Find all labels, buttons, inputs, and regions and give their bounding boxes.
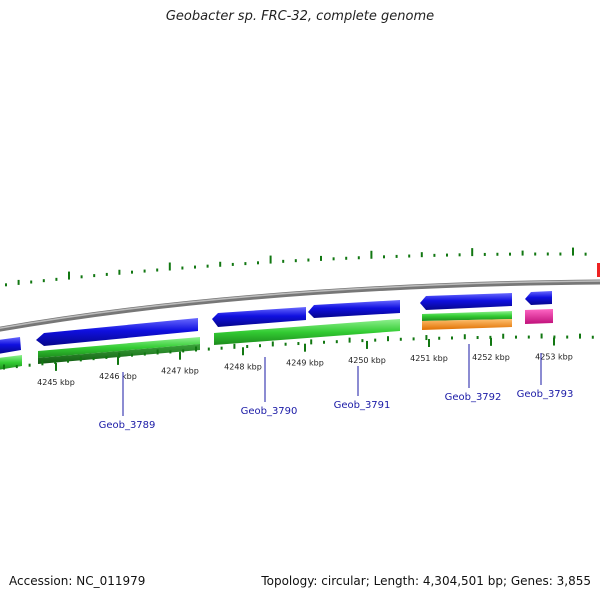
category-track — [0, 309, 553, 370]
genes-value: 3,855 — [556, 574, 591, 588]
gc-inner-track — [3, 333, 594, 370]
feature-marker-red — [597, 263, 600, 277]
category-block-pink — [525, 309, 553, 324]
gene-label[interactable]: Geob_3793 — [517, 389, 574, 400]
scale-tick-label: 4250 kbp — [348, 356, 386, 365]
length-label: Length: — [373, 574, 420, 588]
cds-arrow — [308, 300, 400, 318]
gene-label-track: Geob_3789 Geob_3790 Geob_3791 Geob_3792 Geob… — [99, 344, 574, 431]
length-value: 4,304,501 bp — [422, 574, 503, 588]
gene-label[interactable]: Geob_3792 — [445, 392, 502, 403]
cds-arrow — [212, 307, 306, 327]
gene-label[interactable]: Geob_3789 — [99, 420, 156, 431]
scale-tick-label: 4249 kbp — [286, 359, 324, 368]
accession-text: Accession: NC_011979 — [9, 574, 145, 588]
category-block-green — [38, 337, 200, 358]
gene-label[interactable]: Geob_3790 — [241, 406, 298, 417]
gc-outer-track — [5, 247, 587, 287]
scale-tick-label: 4253 kbp — [535, 353, 573, 362]
accession-value: NC_011979 — [76, 574, 146, 588]
genome-backbone-highlight — [0, 280, 600, 329]
scale-tick-label: 4248 kbp — [224, 362, 262, 371]
scale-tick-label: 4252 kbp — [472, 353, 510, 362]
scale-tick-label: 4245 kbp — [37, 378, 75, 387]
category-block-green — [214, 319, 400, 345]
genome-summary: Topology: circular; Length: 4,304,501 bp… — [261, 574, 591, 588]
genes-label: Genes: — [510, 574, 553, 588]
cds-arrow — [525, 291, 552, 305]
topology-label: Topology: — [261, 574, 318, 588]
topology-value: circular — [321, 574, 366, 588]
accession-label: Accession: — [9, 574, 73, 588]
cds-arrow — [0, 337, 21, 354]
gene-label[interactable]: Geob_3791 — [334, 400, 391, 411]
map-title: Geobacter sp. FRC-32, complete genome — [165, 9, 435, 24]
scale-track: 4245 kbp 4246 kbp 4247 kbp 4248 kbp 4249 kbp… — [37, 337, 573, 387]
scale-tick-label: 4251 kbp — [410, 354, 448, 363]
genome-backbone — [0, 279, 600, 332]
scale-tick-label: 4247 kbp — [161, 367, 199, 376]
category-block-orange — [422, 319, 512, 330]
forward-cds-track — [0, 291, 552, 354]
cds-arrow — [420, 293, 512, 310]
category-block-green — [422, 311, 512, 321]
cds-arrow — [36, 318, 198, 346]
scale-tick-label: 4246 kbp — [99, 372, 137, 381]
